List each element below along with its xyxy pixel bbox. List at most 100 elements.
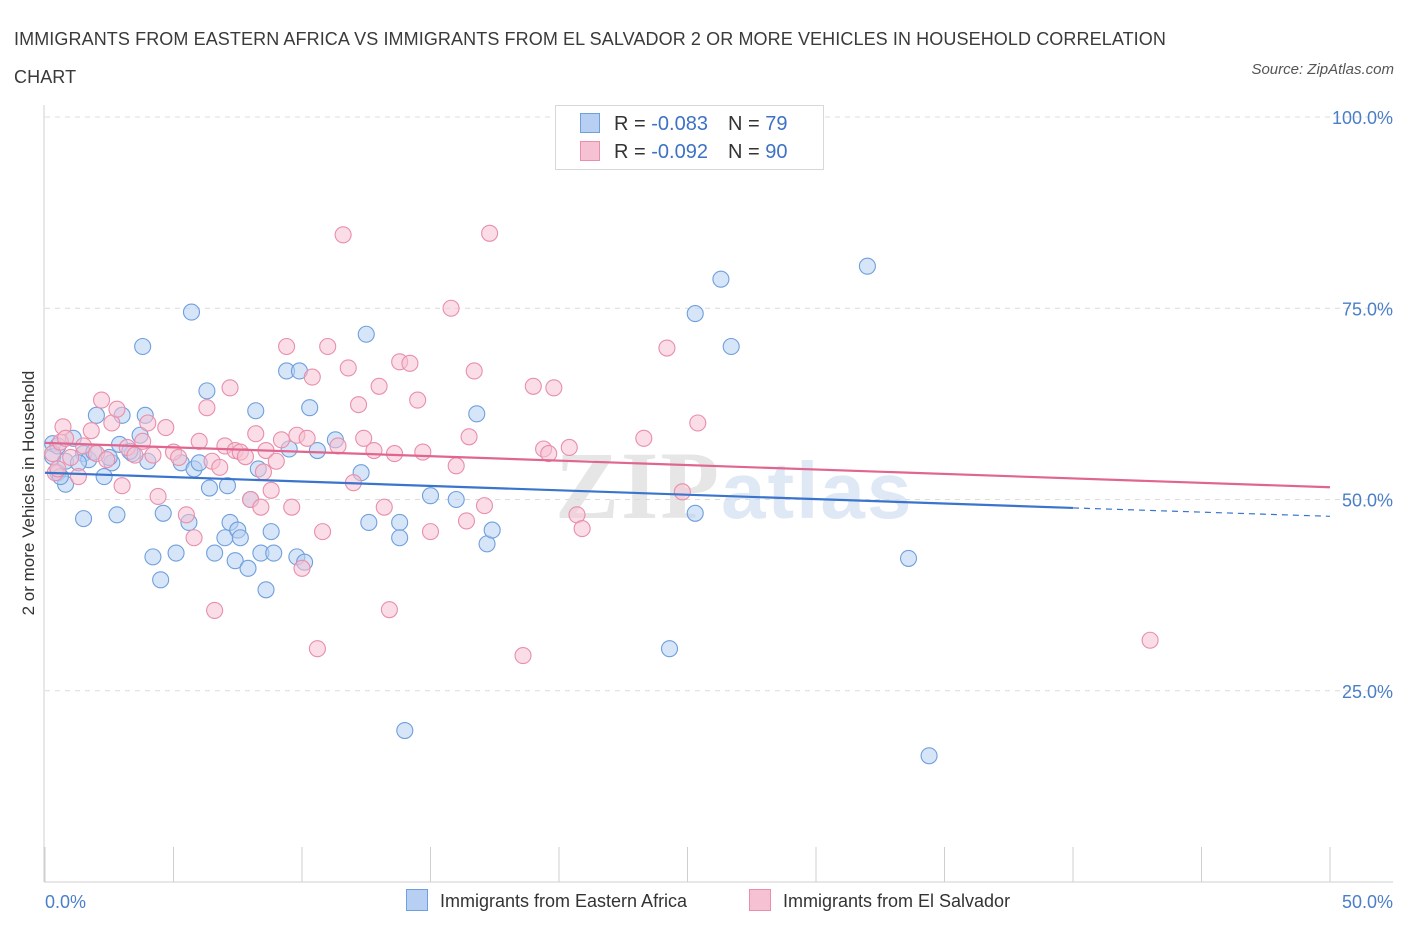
point-el-salvador xyxy=(254,463,273,481)
point-el-salvador xyxy=(236,448,255,466)
bottom-legend-label-eastern-africa: Immigrants from Eastern Africa xyxy=(440,891,688,911)
point-el-salvador xyxy=(319,337,337,356)
point-el-salvador xyxy=(92,391,111,409)
point-el-salvador xyxy=(108,400,126,418)
point-el-salvador xyxy=(206,601,224,619)
point-el-salvador xyxy=(267,452,285,470)
point-el-salvador xyxy=(475,497,494,515)
point-el-salvador xyxy=(540,445,558,463)
point-eastern-africa xyxy=(95,467,113,486)
point-el-salvador xyxy=(524,377,542,395)
point-eastern-africa xyxy=(75,510,93,528)
point-el-salvador xyxy=(247,425,265,443)
point-el-salvador xyxy=(221,379,239,397)
point-eastern-africa xyxy=(200,479,219,497)
legend-n-value: 79 xyxy=(765,113,788,135)
legend-n-value: 90 xyxy=(765,141,788,163)
point-eastern-africa xyxy=(167,544,185,562)
point-el-salvador xyxy=(113,477,131,495)
legend-row-eastern-africa: R = -0.083 N = 79 xyxy=(580,113,787,137)
x-tick-label-min: 0.0% xyxy=(45,892,86,912)
point-el-salvador xyxy=(573,520,591,538)
point-el-salvador xyxy=(375,498,393,516)
point-eastern-africa xyxy=(87,406,105,424)
y-tick-label: 75.0% xyxy=(1342,299,1393,319)
point-el-salvador xyxy=(185,529,203,547)
point-el-salvador xyxy=(365,441,383,460)
point-el-salvador xyxy=(349,396,368,414)
point-eastern-africa xyxy=(154,504,172,522)
point-eastern-africa xyxy=(660,640,679,658)
point-el-salvador xyxy=(283,498,301,516)
point-el-salvador xyxy=(545,379,563,397)
point-el-salvador xyxy=(314,523,332,541)
point-eastern-africa xyxy=(899,549,918,567)
grid-lines xyxy=(45,116,1393,692)
point-el-salvador xyxy=(514,647,532,665)
legend-r-label: R = xyxy=(614,113,652,135)
series-el-salvador-points xyxy=(44,224,1159,665)
point-el-salvador xyxy=(62,448,80,466)
watermark-atlas: atlas xyxy=(721,446,914,535)
point-eastern-africa xyxy=(483,521,501,539)
point-el-salvador xyxy=(380,601,398,619)
point-eastern-africa xyxy=(858,257,876,275)
trend-line-el-salvador xyxy=(44,441,1331,489)
point-eastern-africa xyxy=(108,506,126,524)
trend-line-eastern-africa xyxy=(44,471,1074,510)
point-el-salvador xyxy=(414,443,432,461)
bottom-legend-eastern-africa: Immigrants from Eastern Africa xyxy=(406,889,687,912)
point-eastern-africa xyxy=(198,382,216,400)
trend-line-eastern-africa-extension xyxy=(1072,507,1331,517)
point-eastern-africa xyxy=(301,399,319,417)
point-el-salvador xyxy=(144,446,162,464)
point-eastern-africa xyxy=(686,504,704,522)
point-eastern-africa xyxy=(182,303,201,321)
point-el-salvador xyxy=(75,437,93,455)
legend-r-value: -0.092 xyxy=(651,141,708,163)
point-el-salvador xyxy=(303,368,321,386)
legend-n-label: N = xyxy=(727,141,766,163)
legend-swatch-blue xyxy=(580,113,600,133)
point-el-salvador xyxy=(401,354,419,372)
point-eastern-africa xyxy=(722,337,740,356)
bottom-legend-el-salvador: Immigrants from El Salvador xyxy=(749,889,1010,912)
point-el-salvador xyxy=(126,446,144,464)
point-eastern-africa xyxy=(920,747,938,765)
trend-lines xyxy=(44,441,1331,517)
point-el-salvador xyxy=(447,457,465,475)
point-el-salvador xyxy=(355,429,373,447)
point-el-salvador xyxy=(339,359,357,377)
point-eastern-africa xyxy=(686,305,704,323)
point-eastern-africa xyxy=(468,405,486,423)
x-tick-label-max: 50.0% xyxy=(1342,892,1393,912)
point-eastern-africa xyxy=(712,270,730,288)
point-eastern-africa xyxy=(308,441,326,460)
point-eastern-africa xyxy=(152,571,170,589)
point-eastern-africa xyxy=(218,477,237,495)
point-el-salvador xyxy=(457,512,476,530)
point-el-salvador xyxy=(465,362,483,380)
point-eastern-africa xyxy=(239,559,257,577)
point-eastern-africa xyxy=(265,544,283,562)
point-el-salvador xyxy=(49,460,67,478)
point-eastern-africa xyxy=(447,490,465,509)
point-el-salvador xyxy=(170,448,188,466)
y-tick-label: 100.0% xyxy=(1332,108,1393,128)
point-el-salvador xyxy=(308,640,326,658)
point-el-salvador xyxy=(673,483,691,501)
bottom-legend-swatch-pink xyxy=(749,889,771,911)
point-el-salvador xyxy=(298,429,316,447)
point-eastern-africa xyxy=(226,552,244,570)
point-el-salvador xyxy=(82,422,100,440)
bottom-legend-swatch-blue xyxy=(406,889,428,911)
point-el-salvador xyxy=(421,523,440,541)
point-el-salvador xyxy=(635,429,653,447)
point-eastern-africa xyxy=(357,325,375,343)
point-el-salvador xyxy=(334,226,352,244)
x-tick-marks xyxy=(44,847,1331,882)
legend-n-label: N = xyxy=(727,113,766,135)
point-el-salvador xyxy=(139,414,157,432)
legend-r-value: -0.083 xyxy=(651,113,708,135)
point-el-salvador xyxy=(252,498,270,516)
